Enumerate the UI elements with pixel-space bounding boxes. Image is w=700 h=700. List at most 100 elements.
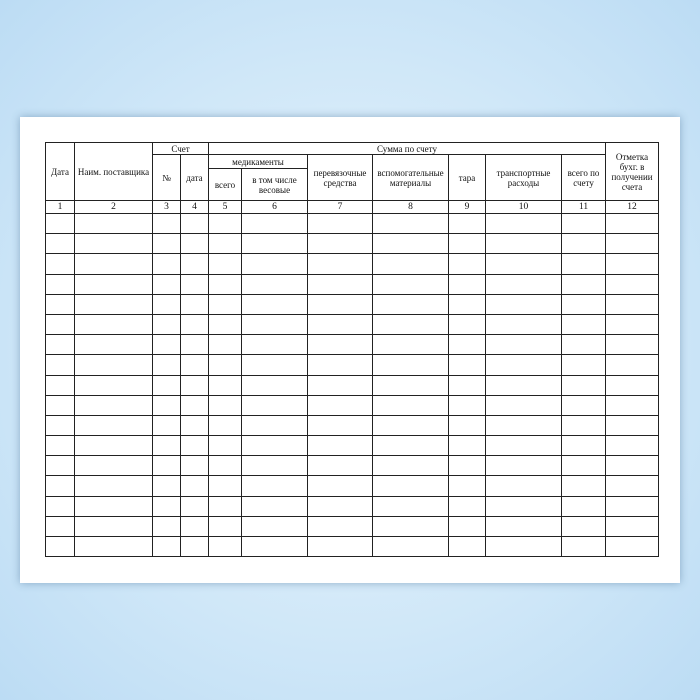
table-cell xyxy=(485,253,562,275)
table-cell xyxy=(241,515,308,538)
table-cell xyxy=(152,394,181,416)
column-number: 9 xyxy=(448,200,486,214)
table-cell xyxy=(448,495,486,517)
header-sum: Сумма по счету xyxy=(207,142,607,155)
table-cell xyxy=(208,515,242,538)
table-cell xyxy=(74,212,153,235)
table-cell xyxy=(180,273,209,295)
table-cell xyxy=(560,293,607,315)
table-cell xyxy=(485,394,562,416)
table-cell xyxy=(180,475,209,497)
table-cell xyxy=(307,374,373,396)
column-number: 12 xyxy=(605,200,660,214)
table-cell xyxy=(152,374,181,396)
table-cell xyxy=(152,414,181,437)
table-cell xyxy=(485,334,562,356)
table-cell xyxy=(307,535,373,558)
table-cell xyxy=(448,273,486,295)
table-cell xyxy=(485,273,562,295)
table-cell xyxy=(307,414,373,437)
table-cell xyxy=(605,455,660,477)
column-number: 3 xyxy=(152,200,181,214)
table-cell xyxy=(560,313,607,336)
table-cell xyxy=(241,293,308,315)
table-cell xyxy=(307,435,373,457)
table-cell xyxy=(372,435,449,457)
table-cell xyxy=(208,535,242,558)
table-cell xyxy=(45,253,75,275)
column-number: 8 xyxy=(372,200,449,214)
table-cell xyxy=(560,435,607,457)
table-cell xyxy=(372,273,449,295)
table-cell xyxy=(560,495,607,517)
table-cell xyxy=(560,273,607,295)
table-cell xyxy=(448,475,486,497)
table-cell xyxy=(560,414,607,437)
header-med-weight: в том числе весовые xyxy=(241,168,308,201)
header-transport: транспортные расходы xyxy=(485,154,562,201)
table-cell xyxy=(45,535,75,558)
table-cell xyxy=(485,495,562,517)
table-row xyxy=(45,354,660,376)
table-cell xyxy=(74,515,153,538)
table-cell xyxy=(152,435,181,457)
table-cell xyxy=(74,313,153,336)
table-cell xyxy=(485,313,562,336)
header-medicines: медикаменты xyxy=(208,154,308,169)
table-row xyxy=(45,495,660,517)
table-cell xyxy=(45,233,75,255)
table-cell xyxy=(241,414,308,437)
table-cell xyxy=(208,313,242,336)
table-cell xyxy=(605,435,660,457)
table-cell xyxy=(152,293,181,315)
table-cell xyxy=(74,495,153,517)
table-cell xyxy=(605,475,660,497)
table-cell xyxy=(605,334,660,356)
table-cell xyxy=(372,293,449,315)
table-cell xyxy=(74,233,153,255)
table-cell xyxy=(152,212,181,235)
table-cell xyxy=(448,354,486,376)
table-cell xyxy=(152,253,181,275)
table-row xyxy=(45,414,660,437)
table-cell xyxy=(605,293,660,315)
invoice-register-table: Дата Наим. поставщика Счет Сумма по счет… xyxy=(45,142,660,558)
table-cell xyxy=(241,273,308,295)
table-cell xyxy=(372,313,449,336)
table-cell xyxy=(448,535,486,558)
table-cell xyxy=(560,394,607,416)
table-cell xyxy=(45,414,75,437)
table-cell xyxy=(208,435,242,457)
table-cell xyxy=(448,313,486,336)
table-cell xyxy=(372,535,449,558)
table-cell xyxy=(605,414,660,437)
header-dressings: перевязочные средства xyxy=(307,154,373,201)
header-total: всего по счету xyxy=(560,154,607,201)
table-cell xyxy=(560,374,607,396)
table-cell xyxy=(74,455,153,477)
table-cell xyxy=(241,233,308,255)
table-cell xyxy=(45,313,75,336)
table-cell xyxy=(74,354,153,376)
table-cell xyxy=(307,313,373,336)
table-cell xyxy=(560,354,607,376)
table-cell xyxy=(560,233,607,255)
table-cell xyxy=(560,515,607,538)
table-cell xyxy=(152,334,181,356)
table-cell xyxy=(605,273,660,295)
table-cell xyxy=(448,414,486,437)
table-cell xyxy=(605,374,660,396)
table-cell xyxy=(45,273,75,295)
header-invoice-no: № xyxy=(152,154,181,201)
table-row xyxy=(45,212,660,235)
table-cell xyxy=(208,374,242,396)
table-cell xyxy=(208,455,242,477)
table-cell xyxy=(448,293,486,315)
table-cell xyxy=(485,435,562,457)
table-cell xyxy=(180,334,209,356)
table-row xyxy=(45,233,660,255)
header-invoice: Счет xyxy=(152,142,209,155)
table-cell xyxy=(152,273,181,295)
table-cell xyxy=(485,414,562,437)
table-cell xyxy=(605,354,660,376)
